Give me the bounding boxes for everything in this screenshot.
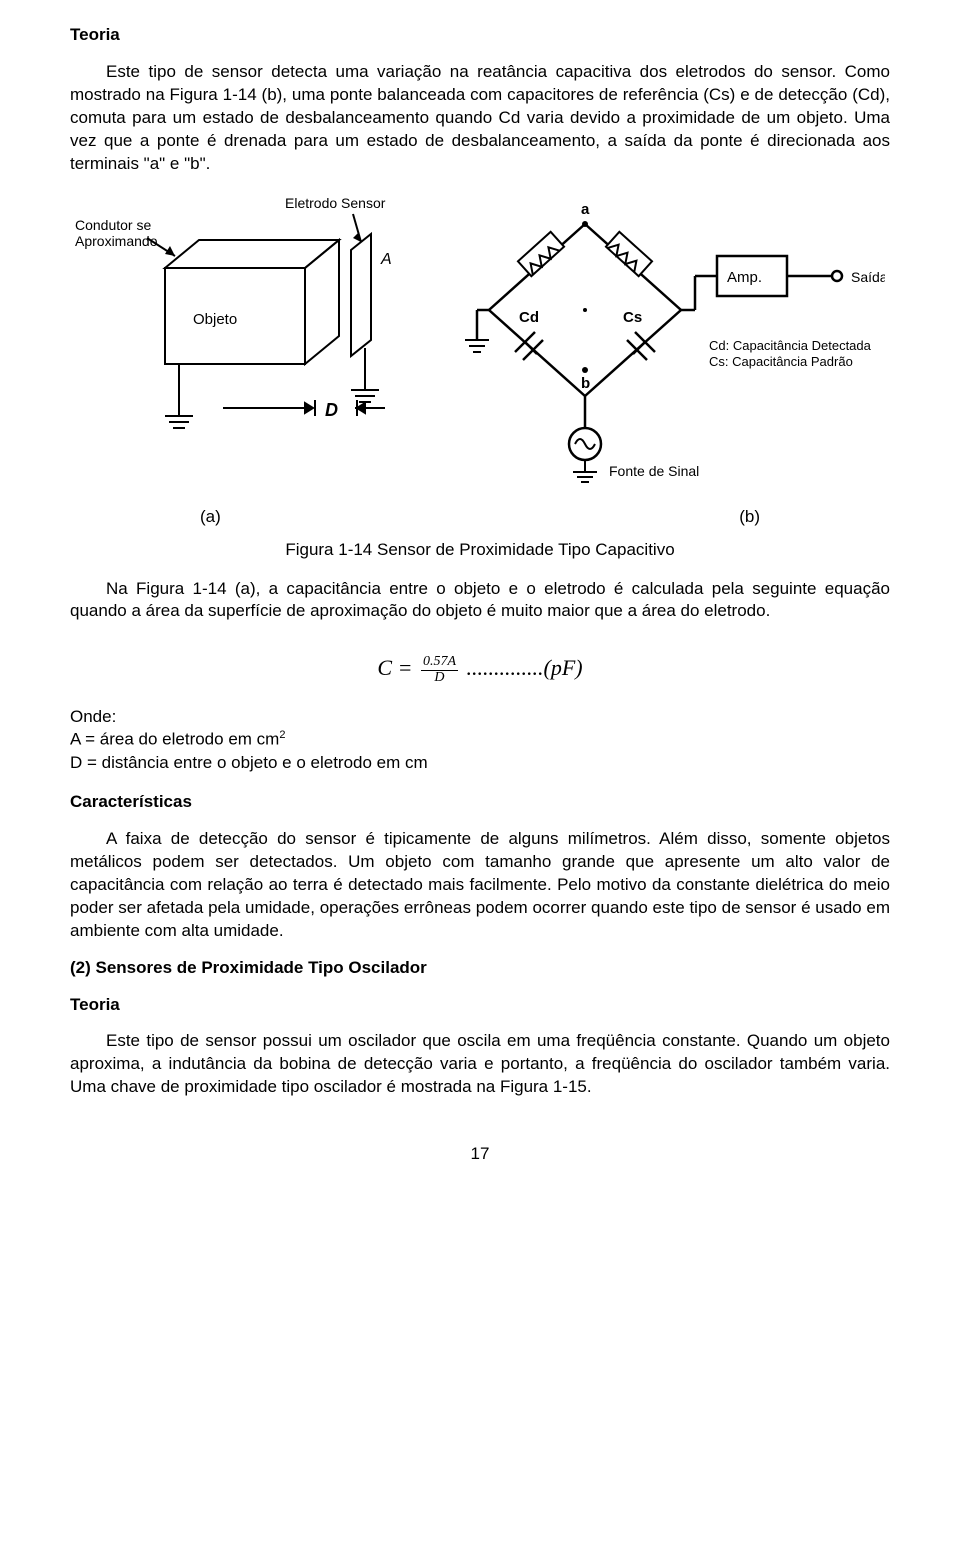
- figure-sublabels: (a) (b): [200, 506, 760, 529]
- label-condutor-1: Condutor se: [75, 217, 151, 233]
- def-d: D = distância entre o objeto e o eletrod…: [70, 752, 890, 775]
- def-a: A = área do eletrodo em cm2: [70, 728, 890, 752]
- paragraph-caracteristicas-text: A faixa de detecção do sensor é tipicame…: [70, 829, 890, 940]
- section-title-teoria: Teoria: [70, 24, 890, 47]
- section-title-caracteristicas: Características: [70, 791, 890, 814]
- label-condutor-2: Aproximando: [75, 233, 158, 249]
- figure-b-group: Cd Cs a b Fonte de Sinal: [465, 201, 885, 482]
- figure-caption: Figura 1-14 Sensor de Proximidade Tipo C…: [70, 539, 890, 562]
- section-subtitle-teoria2: Teoria: [70, 994, 890, 1017]
- label-d: D: [325, 400, 338, 420]
- def-a-text: A = área do eletrodo em cm: [70, 730, 279, 749]
- label-cd: Cd: [519, 309, 539, 326]
- paragraph-teoria-text: Este tipo de sensor detecta uma variação…: [70, 62, 890, 173]
- definitions: Onde: A = área do eletrodo em cm2 D = di…: [70, 706, 890, 775]
- label-node-a: a: [581, 201, 590, 218]
- label-node-b: b: [581, 375, 590, 392]
- equation-rhs: ..............(pF): [467, 655, 583, 680]
- label-cs-desc: Cs: Capacitância Padrão: [709, 354, 853, 369]
- label-fonte: Fonte de Sinal: [609, 463, 699, 479]
- label-saida: Saída: [851, 269, 885, 285]
- def-a-sup: 2: [279, 729, 285, 741]
- paragraph-capacitance: Na Figura 1-14 (a), a capacitância entre…: [70, 578, 890, 624]
- paragraph-oscilador-text: Este tipo de sensor possui um oscilador …: [70, 1031, 890, 1096]
- equation-den: D: [421, 671, 458, 686]
- paragraph-oscilador: Este tipo de sensor possui um oscilador …: [70, 1030, 890, 1099]
- equation: C = 0.57A D ..............(pF): [70, 653, 890, 685]
- figure-label-b: (b): [739, 506, 760, 529]
- paragraph-capacitance-text: Na Figura 1-14 (a), a capacitância entre…: [70, 579, 890, 621]
- page-number: 17: [70, 1143, 890, 1166]
- paragraph-teoria: Este tipo de sensor detecta uma variação…: [70, 61, 890, 176]
- figure-a-group: Condutor se Aproximando Eletrodo Sensor …: [75, 195, 392, 428]
- label-cd-desc: Cd: Capacitância Detectada: [709, 338, 872, 353]
- figure-1-14: Condutor se Aproximando Eletrodo Sensor …: [70, 190, 890, 500]
- equation-lhs: C =: [377, 655, 412, 680]
- label-eletrodo: Eletrodo Sensor: [285, 195, 386, 211]
- label-amp: Amp.: [727, 269, 762, 286]
- section-title-oscilador: (2) Sensores de Proximidade Tipo Oscilad…: [70, 957, 890, 980]
- def-onde: Onde:: [70, 706, 890, 729]
- label-a: A: [380, 251, 392, 268]
- paragraph-caracteristicas: A faixa de detecção do sensor é tipicame…: [70, 828, 890, 943]
- label-objeto: Objeto: [193, 311, 237, 328]
- equation-num: 0.57A: [421, 655, 458, 671]
- label-cs: Cs: [623, 309, 642, 326]
- figure-label-a: (a): [200, 506, 221, 529]
